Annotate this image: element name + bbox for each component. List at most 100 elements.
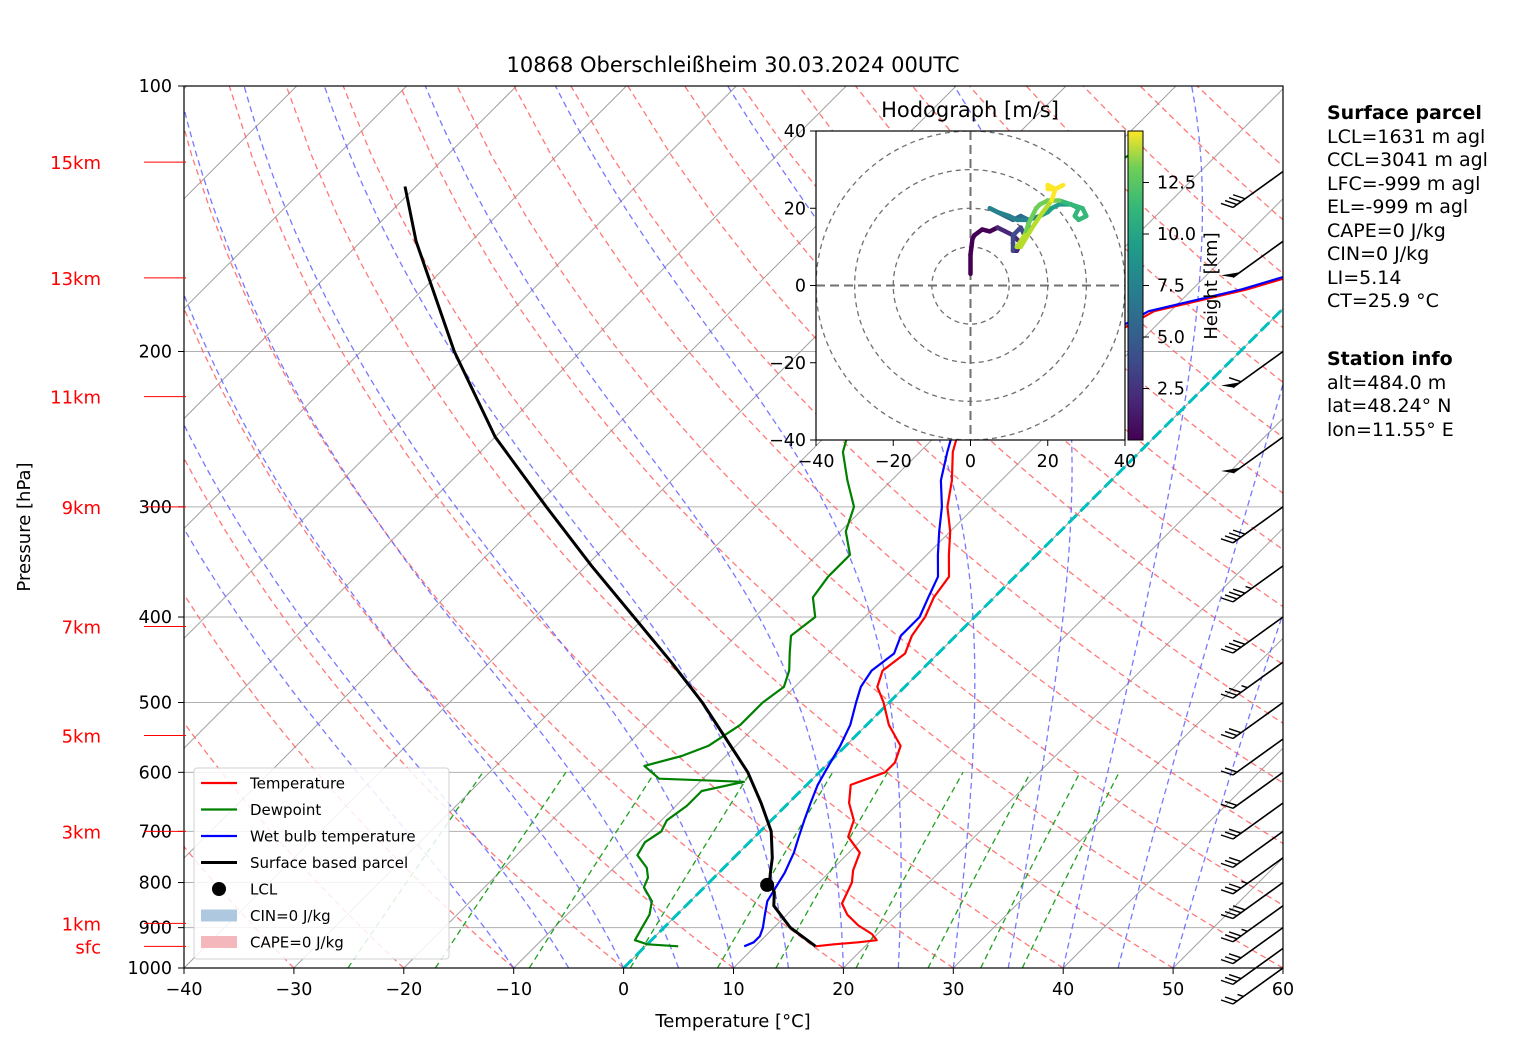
legend-swatch bbox=[201, 936, 237, 948]
barb-flag bbox=[1220, 648, 1234, 654]
barb-staff bbox=[1232, 506, 1284, 544]
mixing-ratio-line bbox=[629, 771, 752, 968]
legend-label: CAPE=0 J/kg bbox=[250, 934, 344, 952]
moist-adiabat-line bbox=[424, 86, 845, 968]
hodograph-y-tick-label: −40 bbox=[769, 431, 806, 451]
hodograph-y-tick-label: 40 bbox=[784, 122, 806, 142]
x-tick-label: −20 bbox=[385, 980, 422, 1000]
barb-flag bbox=[1220, 913, 1234, 920]
freezing-isotherm bbox=[622, 306, 1283, 968]
station-info-line: lon=11.55° E bbox=[1327, 418, 1454, 441]
x-tick-label: −10 bbox=[495, 980, 532, 1000]
barb-flag bbox=[1224, 800, 1238, 807]
barb-flag bbox=[1220, 803, 1234, 809]
isotherm-line bbox=[952, 637, 1283, 968]
wind-barb bbox=[1220, 926, 1284, 965]
wind-barb bbox=[1220, 967, 1284, 1005]
mixing-ratio-line bbox=[434, 771, 567, 968]
barb-staff bbox=[1232, 350, 1284, 389]
wind-barb bbox=[1220, 661, 1284, 699]
barb-flag bbox=[1220, 958, 1234, 965]
barb-staff bbox=[1232, 240, 1284, 278]
chart-title: 10868 Oberschleißheim 30.03.2024 00UTC bbox=[507, 53, 960, 77]
dry-adiabat-line bbox=[184, 125, 844, 968]
x-axis-label: Temperature [°C] bbox=[654, 1011, 810, 1032]
wind-barb bbox=[1220, 857, 1284, 895]
hodograph-y-tick-label: −20 bbox=[769, 354, 806, 374]
hodograph-segment bbox=[1053, 182, 1066, 192]
barb-flag bbox=[1232, 194, 1246, 200]
isotherm-line bbox=[184, 86, 847, 749]
barb-staff bbox=[1232, 701, 1284, 740]
surface-parcel-line: LI=5.14 bbox=[1327, 266, 1402, 289]
barb-staff bbox=[1232, 926, 1284, 965]
wind-barb bbox=[1220, 881, 1284, 920]
legend-label: Dewpoint bbox=[250, 801, 321, 819]
barb-staff bbox=[1232, 830, 1284, 869]
mixing-ratio-line bbox=[775, 771, 889, 968]
height-label: 9km bbox=[62, 498, 101, 519]
hodograph-segment bbox=[968, 236, 975, 257]
wind-barb bbox=[1220, 565, 1284, 603]
isotherm-line bbox=[184, 86, 407, 310]
moist-adiabat-line bbox=[243, 86, 735, 968]
hodograph-y-tick-label: 20 bbox=[784, 199, 806, 219]
isotherm-line bbox=[184, 86, 517, 420]
barb-half-flag bbox=[1245, 585, 1252, 590]
barb-flag bbox=[1224, 956, 1238, 962]
mixing-ratio-line bbox=[980, 771, 1081, 968]
height-label: 1km bbox=[62, 914, 101, 935]
barb-flag bbox=[1224, 996, 1238, 1002]
wind-barb bbox=[1220, 802, 1284, 840]
station-info-line: alt=484.0 m bbox=[1327, 371, 1447, 394]
barb-staff bbox=[1232, 616, 1284, 654]
colorbar-tick-label: 10.0 bbox=[1157, 225, 1196, 245]
hodograph-segment bbox=[1026, 206, 1039, 226]
barb-flag bbox=[1228, 532, 1242, 538]
moist-adiabat-line bbox=[184, 293, 625, 968]
height-label: 13km bbox=[50, 269, 101, 290]
barb-staff bbox=[1232, 905, 1284, 943]
hodograph-title: Hodograph [m/s] bbox=[881, 98, 1059, 122]
barb-flag bbox=[1224, 730, 1238, 737]
barb-flag bbox=[1232, 588, 1246, 594]
wind-barb bbox=[1220, 905, 1284, 943]
legend-swatch bbox=[212, 882, 226, 896]
y-tick-label: 500 bbox=[139, 693, 172, 713]
surface-parcel-header: Surface parcel bbox=[1327, 102, 1482, 124]
y-tick-label: 900 bbox=[139, 919, 172, 939]
moist-adiabat-line bbox=[1172, 611, 1283, 968]
wind-barb bbox=[1221, 350, 1284, 389]
x-tick-label: 30 bbox=[942, 980, 964, 1000]
x-tick-label: 10 bbox=[722, 980, 744, 1000]
moist-adiabat-line bbox=[323, 86, 790, 968]
y-tick-label: 300 bbox=[139, 498, 172, 518]
dry-adiabat-line bbox=[399, 86, 1283, 968]
barb-flag bbox=[1220, 937, 1234, 943]
wind-barb bbox=[1220, 701, 1284, 740]
barb-flag bbox=[1228, 591, 1242, 597]
mixing-ratio-line bbox=[1021, 772, 1120, 968]
isotherm-line bbox=[184, 86, 627, 530]
hodograph: −40−40 −20 −20 0 0 20 20 40 40 Hodograph [m/s] 2… bbox=[769, 98, 1222, 472]
x-tick-label: 40 bbox=[1052, 980, 1074, 1000]
barb-flag bbox=[1224, 859, 1238, 866]
height-label: 11km bbox=[50, 388, 101, 409]
legend-label: LCL bbox=[250, 881, 278, 899]
wind-barb bbox=[1220, 947, 1284, 986]
hodograph-x-tick-label: 0 bbox=[965, 452, 976, 472]
dry-adiabat-line bbox=[854, 86, 1283, 494]
barb-staff bbox=[1232, 170, 1284, 209]
station-info-header: Station info bbox=[1327, 348, 1453, 370]
hodograph-x-tick-label: −20 bbox=[875, 452, 912, 472]
barb-staff bbox=[1232, 771, 1284, 809]
surface-parcel-line: CIN=0 J/kg bbox=[1327, 243, 1430, 265]
barb-flag bbox=[1228, 197, 1242, 203]
dry-adiabat-line bbox=[228, 86, 954, 968]
wind-barb bbox=[1220, 830, 1284, 869]
barb-flag bbox=[1224, 199, 1238, 206]
barb-flag bbox=[1232, 529, 1246, 535]
isotherm-line bbox=[843, 527, 1283, 968]
barb-flag bbox=[1224, 886, 1238, 892]
barb-flag bbox=[1220, 770, 1234, 776]
